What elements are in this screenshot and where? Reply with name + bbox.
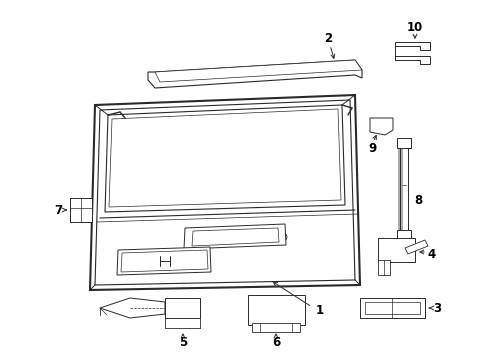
Text: 7: 7: [54, 203, 62, 216]
Polygon shape: [370, 118, 393, 135]
Polygon shape: [100, 298, 165, 318]
Polygon shape: [395, 56, 430, 64]
Polygon shape: [248, 295, 305, 325]
Polygon shape: [405, 240, 428, 254]
Polygon shape: [395, 42, 430, 50]
Polygon shape: [70, 198, 92, 222]
Polygon shape: [378, 260, 390, 275]
Text: 3: 3: [433, 302, 441, 315]
Polygon shape: [397, 230, 411, 242]
Polygon shape: [90, 95, 360, 290]
Polygon shape: [165, 298, 200, 318]
Text: 4: 4: [428, 248, 436, 261]
Text: 8: 8: [414, 194, 422, 207]
Text: 10: 10: [407, 21, 423, 33]
Text: 5: 5: [179, 336, 187, 348]
Polygon shape: [378, 238, 415, 262]
Polygon shape: [105, 105, 345, 212]
Polygon shape: [148, 60, 362, 88]
Polygon shape: [252, 323, 300, 332]
Text: 6: 6: [272, 336, 280, 348]
Text: 9: 9: [368, 141, 376, 154]
Text: 1: 1: [316, 303, 324, 316]
Polygon shape: [117, 247, 211, 275]
Polygon shape: [397, 138, 411, 148]
Polygon shape: [155, 60, 362, 82]
Polygon shape: [184, 224, 286, 249]
Polygon shape: [360, 298, 425, 318]
Text: 2: 2: [324, 32, 332, 45]
